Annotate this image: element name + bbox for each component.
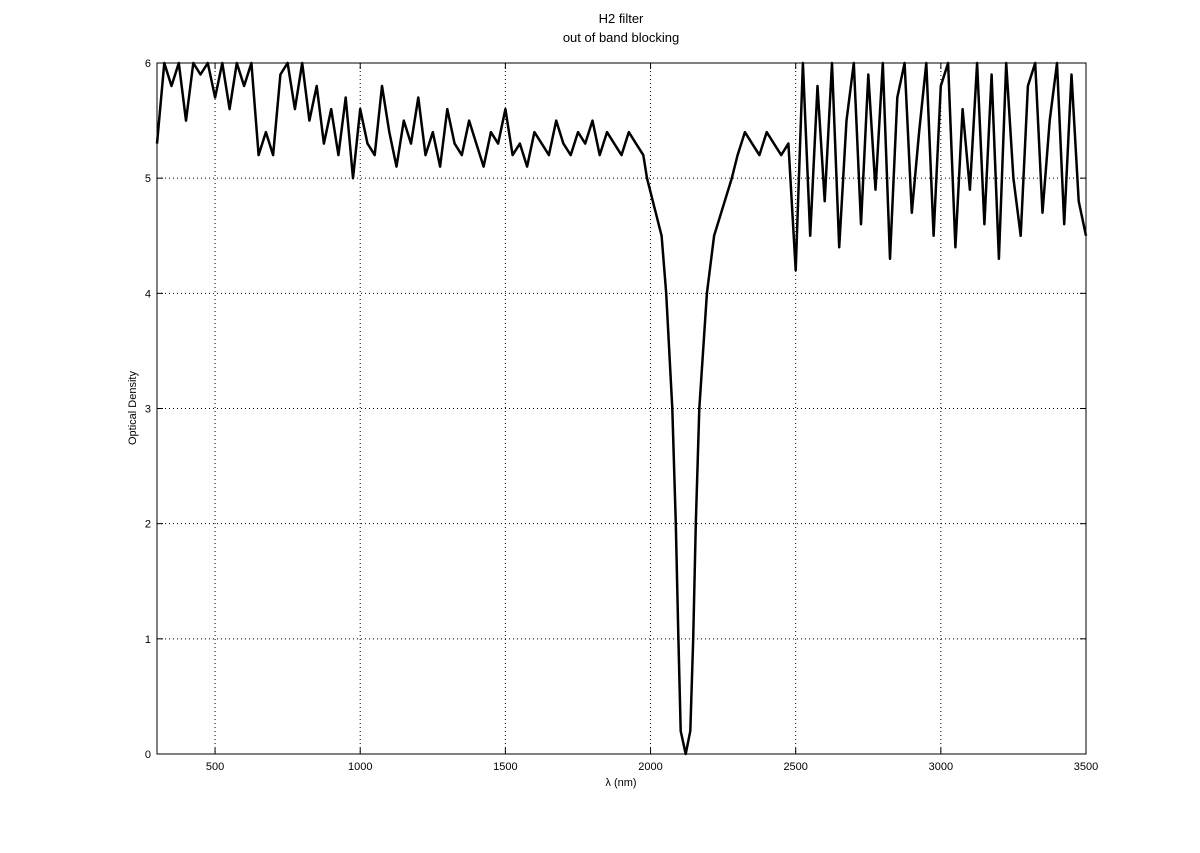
y-tick-label: 6 (145, 58, 151, 70)
series (155, 61, 1088, 756)
y-tick-label: 5 (145, 173, 151, 185)
optical-density-line (155, 61, 1088, 756)
y-tick-label: 1 (145, 634, 151, 646)
x-tick-label: 1500 (493, 761, 517, 773)
plot-frame (156, 62, 1087, 755)
x-axis-label: λ (nm) (605, 777, 636, 789)
axis-ticks: 500 1000 1500 2000 2500 3000 3500 0 1 2 3 4 5 6 (145, 58, 1098, 773)
chart-title-line-1: H2 filter (599, 11, 644, 26)
x-tick-label: 2000 (638, 761, 662, 773)
x-tick-label: 500 (206, 761, 224, 773)
x-tick-label: 3000 (929, 761, 953, 773)
grid (157, 62, 1087, 755)
y-tick-label: 4 (145, 288, 151, 300)
y-tick-label: 2 (145, 519, 151, 531)
chart-title-line-2: out of band blocking (563, 30, 679, 45)
x-tick-label: 3500 (1074, 761, 1098, 773)
x-tick-label: 2500 (783, 761, 807, 773)
y-tick-label: 3 (145, 404, 151, 416)
y-axis-label: Optical Density (127, 371, 139, 445)
y-tick-label: 0 (145, 749, 151, 761)
x-tick-label: 1000 (348, 761, 372, 773)
